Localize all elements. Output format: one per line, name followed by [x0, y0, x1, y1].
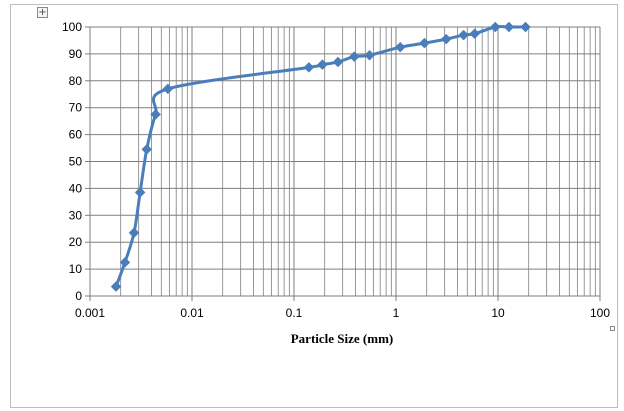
data-point-marker — [440, 33, 452, 45]
x-tick-label: 1 — [393, 306, 400, 320]
data-point-marker — [503, 21, 515, 33]
y-tick-label: 20 — [69, 235, 83, 249]
chart-grid — [89, 26, 601, 297]
y-tick-label: 50 — [69, 155, 83, 169]
data-point-marker — [458, 29, 469, 41]
x-tick-label: 10 — [491, 306, 505, 320]
move-handle-icon[interactable]: + — [37, 7, 48, 18]
x-axis-title: Particle Size (mm) — [291, 331, 394, 346]
y-tick-label: 10 — [69, 262, 83, 276]
data-point-marker — [419, 37, 430, 49]
y-tick-label: 30 — [69, 208, 83, 222]
data-point-marker — [469, 28, 480, 40]
y-tick-label: 40 — [69, 181, 83, 195]
x-tick-label: 100 — [590, 306, 610, 320]
resize-handle[interactable] — [610, 326, 615, 331]
data-point-marker — [520, 21, 531, 33]
chart-axes — [85, 26, 601, 301]
data-point-marker — [348, 51, 360, 62]
x-tick-label: 0.01 — [180, 306, 204, 320]
tick-labels: 0 10 20 30 40 50 60 70 80 90 100 0.001 0.01 0.1 1 10 100 — [62, 20, 610, 320]
data-point-marker — [303, 61, 315, 73]
y-tick-label: 0 — [75, 289, 82, 303]
series-layer — [110, 21, 531, 292]
data-point-marker — [332, 56, 344, 68]
data-point-marker — [110, 281, 122, 292]
y-tick-label: 80 — [69, 74, 83, 88]
data-point-marker — [134, 187, 146, 198]
y-tick-label: 100 — [62, 20, 82, 34]
y-tick-label: 60 — [69, 128, 83, 142]
data-point-marker — [317, 59, 328, 71]
chart-frame — [10, 4, 618, 408]
y-tick-label: 90 — [69, 47, 83, 61]
x-tick-label: 0.1 — [286, 306, 303, 320]
data-point-marker — [489, 21, 501, 33]
data-point-marker — [162, 83, 174, 95]
data-point-marker — [150, 109, 161, 120]
y-tick-label: 70 — [69, 101, 83, 115]
data-point-marker — [364, 49, 375, 61]
data-point-marker — [394, 41, 406, 53]
data-point-marker — [141, 144, 153, 155]
data-point-marker — [128, 227, 140, 239]
data-point-marker — [119, 257, 131, 268]
x-tick-label: 0.001 — [75, 306, 105, 320]
